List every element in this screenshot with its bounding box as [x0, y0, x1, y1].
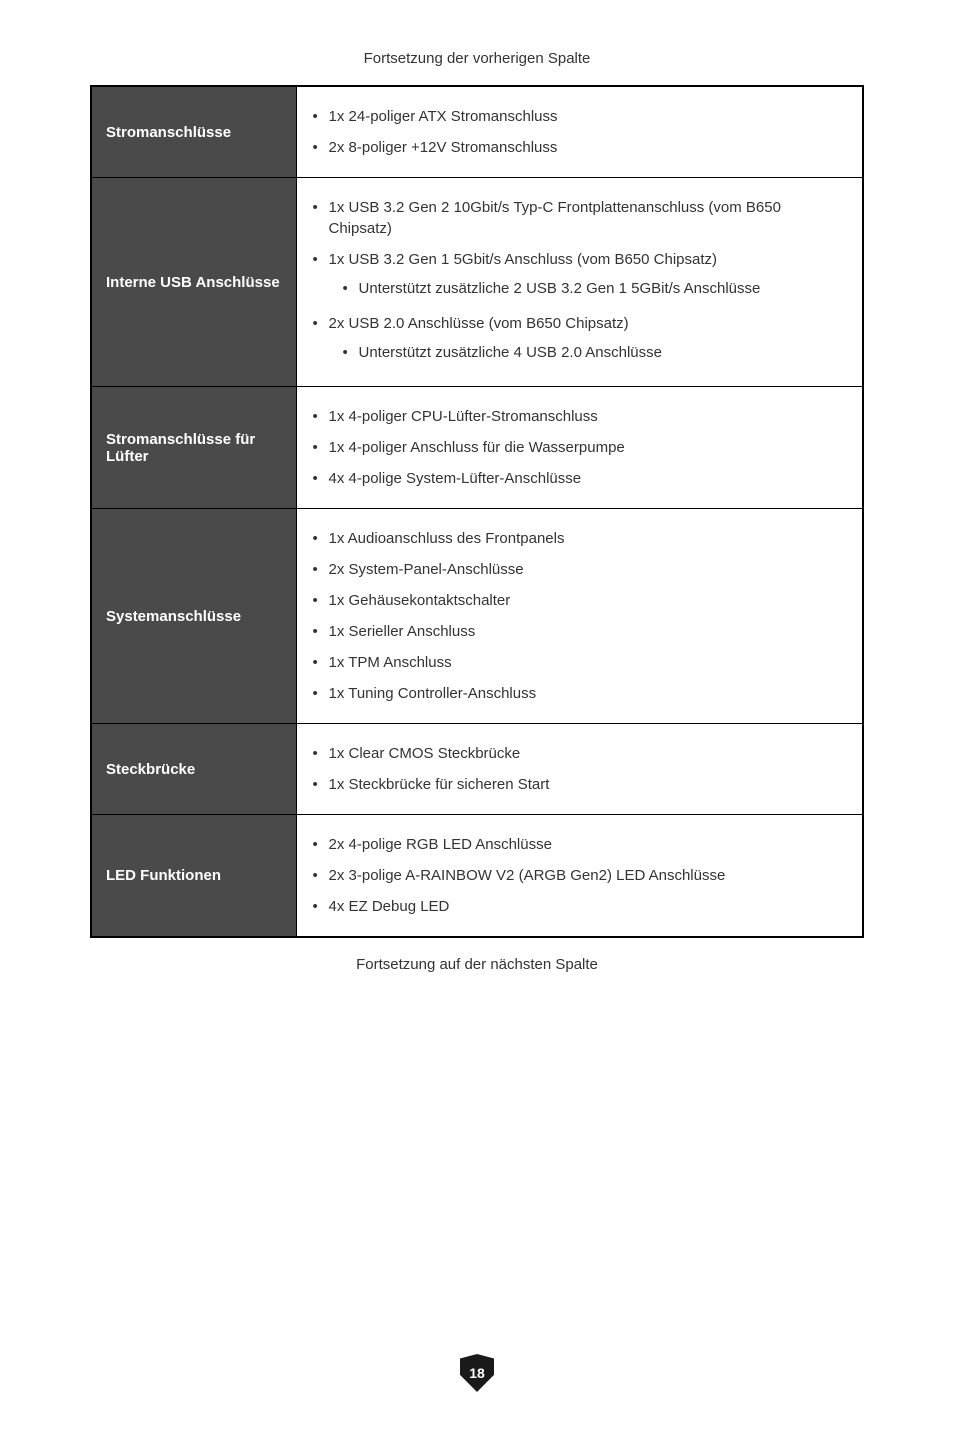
sub-item-list: Unterstützt zusätzliche 4 USB 2.0 Anschl…	[329, 338, 847, 367]
sub-list-item: Unterstützt zusätzliche 4 USB 2.0 Anschl…	[329, 338, 847, 367]
list-item: 1x 24-poliger ATX Stromanschluss	[313, 101, 847, 132]
table-row: Stromanschlüsse für Lüfter1x 4-poliger C…	[91, 387, 863, 509]
list-item: 1x Serieller Anschluss	[313, 616, 847, 647]
caption-top: Fortsetzung der vorherigen Spalte	[90, 50, 864, 67]
table-row: Systemanschlüsse1x Audioanschluss des Fr…	[91, 509, 863, 724]
sub-item-list: Unterstützt zusätzliche 2 USB 3.2 Gen 1 …	[329, 274, 847, 303]
list-item: 4x EZ Debug LED	[313, 891, 847, 922]
item-list: 1x 4-poliger CPU-Lüfter-Stromanschluss 1x…	[313, 401, 847, 494]
list-item-text: 2x USB 2.0 Anschlüsse (vom B650 Chipsatz…	[329, 315, 629, 332]
page-number-badge: 18	[460, 1354, 494, 1392]
row-label: Systemanschlüsse	[91, 509, 296, 724]
caption-bottom: Fortsetzung auf der nächsten Spalte	[90, 956, 864, 973]
sub-list-item: Unterstützt zusätzliche 2 USB 3.2 Gen 1 …	[329, 274, 847, 303]
list-item-text: 1x Steckbrücke für sicheren Start	[329, 776, 550, 793]
list-item: 2x USB 2.0 Anschlüsse (vom B650 Chipsatz…	[313, 308, 847, 372]
row-content: 1x 24-poliger ATX Stromanschluss 2x 8-pol…	[296, 86, 863, 178]
list-item-text: 2x 8-poliger +12V Stromanschluss	[329, 139, 558, 156]
list-item: 1x TPM Anschluss	[313, 647, 847, 678]
table-row: Stromanschlüsse 1x 24-poliger ATX Stroman…	[91, 86, 863, 178]
list-item-text: 1x USB 3.2 Gen 1 5Gbit/s Anschluss (vom …	[329, 251, 718, 268]
list-item: 1x Clear CMOS Steckbrücke	[313, 738, 847, 769]
page-number-text: 18	[469, 1365, 485, 1381]
list-item-text: 1x Gehäusekontaktschalter	[329, 592, 511, 609]
row-content: 2x 4-polige RGB LED Anschlüsse 2x 3-polig…	[296, 815, 863, 938]
list-item: 1x Audioanschluss des Frontpanels	[313, 523, 847, 554]
list-item: 1x Gehäusekontaktschalter	[313, 585, 847, 616]
item-list: 1x Audioanschluss des Frontpanels 2x Syst…	[313, 523, 847, 709]
row-label: Stromanschlüsse	[91, 86, 296, 178]
list-item-text: 2x System-Panel-Anschlüsse	[329, 561, 524, 578]
shield-icon: 18	[460, 1354, 494, 1392]
list-item: 1x Steckbrücke für sicheren Start	[313, 769, 847, 800]
list-item-text: 4x 4-polige System-Lüfter-Anschlüsse	[329, 470, 582, 487]
list-item: 1x 4-poliger Anschluss für die Wasserpum…	[313, 432, 847, 463]
list-item-text: 1x 24-poliger ATX Stromanschluss	[329, 108, 558, 125]
list-item-text: 1x USB 3.2 Gen 2 10Gbit/s Typ-C Frontpla…	[329, 199, 781, 237]
list-item-text: 1x 4-poliger CPU-Lüfter-Stromanschluss	[329, 408, 598, 425]
row-content: 1x Audioanschluss des Frontpanels 2x Syst…	[296, 509, 863, 724]
list-item: 2x System-Panel-Anschlüsse	[313, 554, 847, 585]
table-row: Steckbrücke 1x Clear CMOS Steckbrücke 1x S…	[91, 724, 863, 815]
list-item-text: 1x Audioanschluss des Frontpanels	[329, 530, 565, 547]
list-item-text: 2x 4-polige RGB LED Anschlüsse	[329, 836, 552, 853]
item-list: 1x 24-poliger ATX Stromanschluss 2x 8-pol…	[313, 101, 847, 163]
row-content: 1x USB 3.2 Gen 2 10Gbit/s Typ-C Frontpla…	[296, 178, 863, 387]
list-item-text: 1x TPM Anschluss	[329, 654, 452, 671]
table-row: Interne USB Anschlüsse 1x USB 3.2 Gen 2 1…	[91, 178, 863, 387]
item-list: 1x USB 3.2 Gen 2 10Gbit/s Typ-C Frontpla…	[313, 192, 847, 372]
row-content: 1x Clear CMOS Steckbrücke 1x Steckbrücke …	[296, 724, 863, 815]
list-item: 2x 4-polige RGB LED Anschlüsse	[313, 829, 847, 860]
row-label: Interne USB Anschlüsse	[91, 178, 296, 387]
list-item-text: 4x EZ Debug LED	[329, 898, 450, 915]
row-label: Steckbrücke	[91, 724, 296, 815]
list-item: 2x 3-polige A-RAINBOW V2 (ARGB Gen2) LED…	[313, 860, 847, 891]
list-item: 1x Tuning Controller-Anschluss	[313, 678, 847, 709]
list-item-text: 1x Clear CMOS Steckbrücke	[329, 745, 521, 762]
row-label: Stromanschlüsse für Lüfter	[91, 387, 296, 509]
spec-table: Stromanschlüsse 1x 24-poliger ATX Stroman…	[90, 85, 864, 938]
list-item-text: 2x 3-polige A-RAINBOW V2 (ARGB Gen2) LED…	[329, 867, 726, 884]
list-item: 2x 8-poliger +12V Stromanschluss	[313, 132, 847, 163]
list-item-text: 1x Tuning Controller-Anschluss	[329, 685, 537, 702]
row-content: 1x 4-poliger CPU-Lüfter-Stromanschluss 1x…	[296, 387, 863, 509]
row-label: LED Funktionen	[91, 815, 296, 938]
table-row: LED Funktionen2x 4-polige RGB LED Anschl…	[91, 815, 863, 938]
list-item: 1x USB 3.2 Gen 1 5Gbit/s Anschluss (vom …	[313, 244, 847, 308]
list-item: 4x 4-polige System-Lüfter-Anschlüsse	[313, 463, 847, 494]
item-list: 1x Clear CMOS Steckbrücke 1x Steckbrücke …	[313, 738, 847, 800]
list-item: 1x 4-poliger CPU-Lüfter-Stromanschluss	[313, 401, 847, 432]
item-list: 2x 4-polige RGB LED Anschlüsse 2x 3-polig…	[313, 829, 847, 922]
list-item-text: 1x 4-poliger Anschluss für die Wasserpum…	[329, 439, 625, 456]
list-item: 1x USB 3.2 Gen 2 10Gbit/s Typ-C Frontpla…	[313, 192, 847, 244]
list-item-text: 1x Serieller Anschluss	[329, 623, 476, 640]
table-body: Stromanschlüsse 1x 24-poliger ATX Stroman…	[91, 86, 863, 937]
